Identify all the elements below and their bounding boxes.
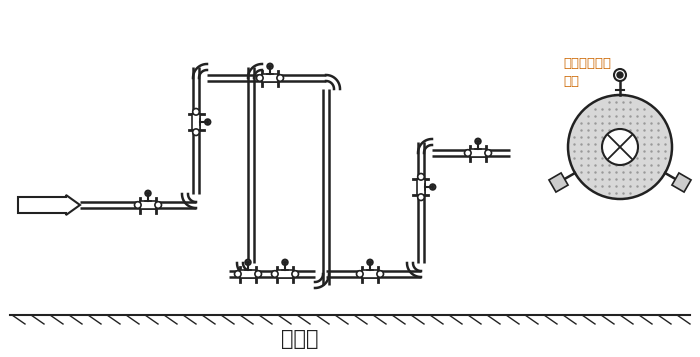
Circle shape	[246, 261, 249, 264]
Bar	[192, 114, 200, 130]
Text: 水平面: 水平面	[281, 329, 318, 349]
Bar	[362, 270, 378, 278]
Circle shape	[431, 186, 434, 188]
Bar	[470, 149, 486, 157]
Circle shape	[147, 192, 149, 195]
Bar	[416, 179, 425, 195]
Circle shape	[602, 129, 638, 165]
Circle shape	[277, 75, 284, 81]
Bar	[262, 74, 278, 82]
Bar	[140, 201, 156, 209]
Circle shape	[155, 202, 162, 208]
Circle shape	[369, 261, 371, 264]
Circle shape	[614, 69, 626, 81]
Circle shape	[206, 121, 209, 124]
Circle shape	[272, 271, 278, 277]
Circle shape	[465, 150, 471, 156]
Circle shape	[568, 95, 672, 199]
Circle shape	[368, 260, 372, 265]
Polygon shape	[672, 173, 691, 192]
Circle shape	[418, 174, 424, 180]
Circle shape	[284, 261, 286, 264]
Bar	[239, 270, 256, 278]
Circle shape	[292, 271, 298, 277]
Circle shape	[430, 184, 435, 190]
FancyArrow shape	[18, 195, 80, 215]
Circle shape	[282, 260, 288, 265]
Circle shape	[256, 75, 263, 81]
Circle shape	[267, 64, 273, 69]
Circle shape	[193, 109, 200, 115]
Circle shape	[485, 150, 491, 156]
Circle shape	[193, 129, 200, 136]
Circle shape	[377, 271, 384, 277]
Circle shape	[255, 271, 262, 277]
Circle shape	[475, 139, 481, 144]
Circle shape	[617, 72, 623, 78]
Polygon shape	[549, 173, 568, 192]
Circle shape	[477, 140, 480, 143]
Circle shape	[146, 191, 150, 196]
Circle shape	[269, 65, 272, 67]
Circle shape	[234, 271, 241, 277]
Bar	[276, 270, 293, 278]
Circle shape	[418, 194, 424, 201]
Circle shape	[356, 271, 363, 277]
Text: 允许任意角度
安装: 允许任意角度 安装	[563, 57, 611, 88]
Circle shape	[245, 260, 251, 265]
Circle shape	[134, 202, 141, 208]
Circle shape	[205, 119, 211, 125]
